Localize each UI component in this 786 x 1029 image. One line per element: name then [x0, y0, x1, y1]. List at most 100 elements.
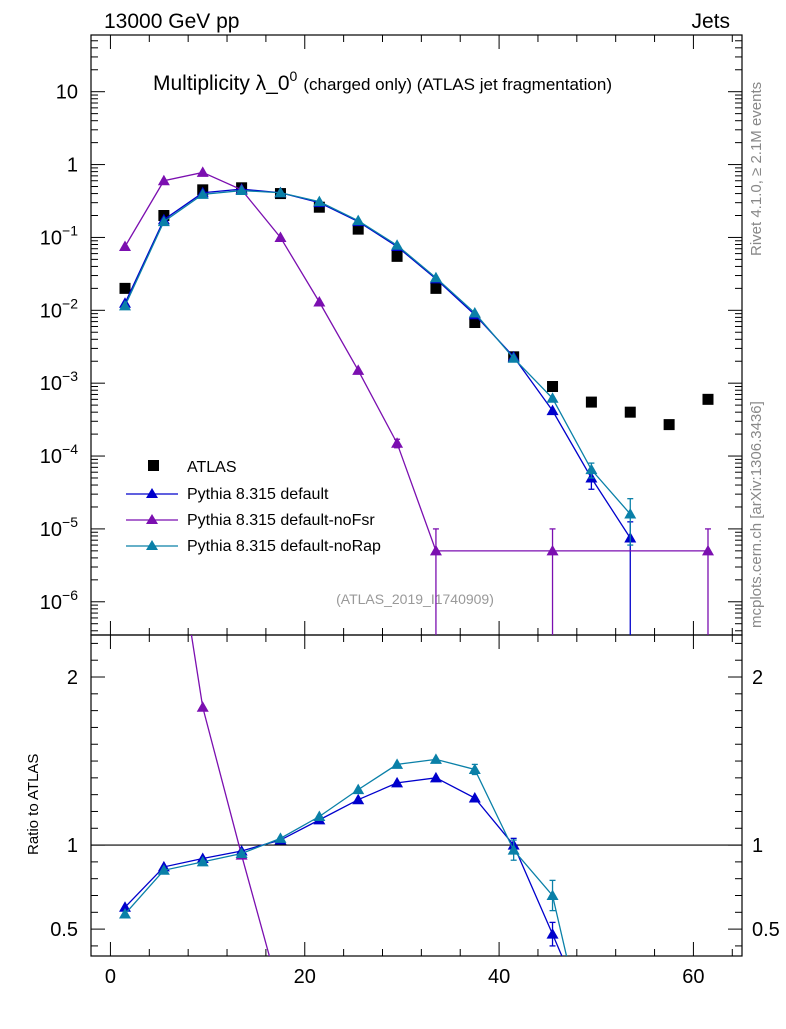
- ratio-line-pythia-8-315-default-norap: [124, 758, 568, 956]
- ratio-point-pythia-8-315-default-norap: [196, 855, 209, 867]
- point-pythia-8-315-default-norap: [429, 271, 442, 283]
- series-line-pythia-8-315-default-norap: [124, 189, 631, 515]
- ratio-point-pythia-8-315-default-norap: [157, 864, 170, 875]
- ratio-point-pythia-8-315-default-norap: [274, 832, 287, 843]
- xtick-label: 20: [294, 966, 316, 988]
- ratio-point-pythia-8-315-default: [391, 776, 404, 788]
- legend: ATLAS Pythia 8.315 default Pythia 8.315 …: [126, 459, 381, 555]
- point-pythia-8-315-default-nofsr: [546, 544, 559, 556]
- main-ytick-label: 10−4: [40, 441, 78, 468]
- ratio-point-pythia-8-315-default-norap: [429, 753, 442, 764]
- beam-label: 13000 GeV pp: [104, 10, 239, 33]
- point-pythia-8-315-default-norap: [313, 195, 326, 207]
- xtick-label: 0: [105, 966, 116, 988]
- ratio-point-pythia-8-315-default: [546, 928, 559, 939]
- ratio-axes: 0.5 0.51 12 20 20 40 60: [50, 635, 780, 988]
- ratio-point-pythia-8-315-default-norap: [313, 810, 326, 822]
- ytick-mantissa: 10: [40, 300, 62, 322]
- main-plot-series: [119, 166, 714, 635]
- legend-marker-norap: [146, 540, 158, 550]
- point-pythia-8-315-default-norap: [274, 186, 287, 198]
- legend-marker-atlas: [148, 460, 159, 471]
- point-atlas: [547, 381, 559, 393]
- ytick-exponent: −6: [62, 587, 78, 603]
- point-atlas: [313, 201, 325, 213]
- ratio-ytick-label-right: 0.5: [752, 919, 780, 941]
- point-atlas: [391, 250, 403, 262]
- main-ytick-label: 10−2: [40, 295, 78, 322]
- main-ytick-label: 10−3: [40, 368, 78, 395]
- ratio-point-pythia-8-315-default-norap: [391, 758, 404, 769]
- point-pythia-8-315-default-nofsr: [391, 437, 404, 448]
- series-atlas: [119, 182, 714, 431]
- ratio-point-pythia-8-315-default-norap: [235, 847, 248, 858]
- point-atlas: [430, 282, 442, 294]
- ratio-ytick-label-left: 0.5: [50, 919, 78, 941]
- ytick-exponent: −1: [62, 222, 78, 238]
- ratio-point-pythia-8-315-default-norap: [119, 907, 132, 919]
- point-atlas: [119, 282, 131, 294]
- series-line-pythia-8-315-default: [124, 188, 631, 539]
- ratio-point-pythia-8-315-default: [352, 793, 365, 805]
- process-label: Jets: [691, 10, 730, 33]
- ytick-mantissa: 10: [40, 592, 62, 614]
- ratio-line-pythia-8-315-default: [124, 777, 563, 956]
- main-ytick-label: 10−1: [40, 222, 78, 249]
- point-pythia-8-315-default-norap: [546, 392, 559, 403]
- legend-marker-default: [146, 488, 158, 498]
- legend-label-nofsr: Pythia 8.315 default-noFsr: [187, 512, 375, 529]
- point-pythia-8-315-default-norap: [391, 239, 404, 250]
- point-pythia-8-315-default-nofsr: [352, 364, 365, 375]
- point-pythia-8-315-default: [546, 404, 559, 416]
- ytick-exponent: −5: [62, 514, 78, 530]
- point-pythia-8-315-default-nofsr: [274, 231, 287, 242]
- ratio-series-pythia-8-315-default-norap: [119, 753, 568, 956]
- main-ytick-label: 10−6: [40, 587, 78, 614]
- point-atlas: [663, 419, 675, 431]
- ratio-point-pythia-8-315-default-norap: [507, 844, 520, 855]
- legend-label-atlas: ATLAS: [187, 459, 237, 476]
- ytick-mantissa: 10: [40, 446, 62, 468]
- series-pythia-8-315-default-nofsr: [119, 166, 714, 635]
- ratio-point-pythia-8-315-default-norap: [352, 783, 365, 795]
- point-pythia-8-315-default-norap: [507, 352, 520, 363]
- point-pythia-8-315-default-nofsr: [157, 174, 170, 186]
- point-atlas: [624, 406, 636, 418]
- point-atlas: [469, 317, 481, 329]
- point-pythia-8-315-default-norap: [196, 188, 209, 199]
- ratio-point-pythia-8-315-default-norap: [468, 763, 481, 774]
- ratio-ytick-label-right: 1: [752, 835, 763, 857]
- analysis-id: (ATLAS_2019_I1740909): [336, 591, 494, 607]
- ratio-point-pythia-8-315-default: [429, 771, 442, 783]
- ratio-plot-frame: [90, 634, 743, 957]
- title-superscript: 0: [290, 68, 298, 84]
- point-pythia-8-315-default-norap: [585, 463, 598, 475]
- xtick-label: 40: [488, 966, 510, 988]
- legend-label-default: Pythia 8.315 default: [187, 486, 329, 503]
- title-rest: (charged only) (ATLAS jet fragmentation): [303, 75, 612, 94]
- ytick-mantissa: 10: [40, 373, 62, 395]
- ytick-mantissa: 10: [40, 227, 62, 249]
- main-ytick-label: 1: [67, 155, 78, 177]
- point-pythia-8-315-default-norap: [468, 306, 481, 318]
- plot-title: Multiplicity λ_00 (charged only) (ATLAS j…: [153, 68, 612, 95]
- ratio-ytick-label-left: 2: [67, 667, 78, 689]
- ratio-ylabel: Ratio to ATLAS: [25, 754, 42, 855]
- point-pythia-8-315-default-nofsr: [196, 166, 209, 177]
- ratio-ytick-label-right: 2: [752, 667, 763, 689]
- ytick-mantissa: 10: [40, 519, 62, 541]
- side-rivet: Rivet 4.1.0, ≥ 2.1M events: [748, 82, 765, 256]
- point-atlas: [702, 393, 714, 405]
- ytick-exponent: −3: [62, 368, 78, 384]
- point-pythia-8-315-default-norap: [352, 214, 365, 226]
- ratio-point-pythia-8-315-default-norap: [546, 889, 559, 900]
- ratio-point-pythia-8-315-default: [468, 792, 481, 803]
- point-pythia-8-315-default-nofsr: [701, 544, 714, 556]
- point-atlas: [585, 396, 597, 408]
- point-pythia-8-315-default-norap: [119, 299, 132, 311]
- legend-label-norap: Pythia 8.315 default-noRap: [187, 538, 381, 555]
- point-atlas: [352, 223, 364, 235]
- point-pythia-8-315-default-nofsr: [119, 240, 132, 252]
- series-pythia-8-315-default: [119, 183, 637, 635]
